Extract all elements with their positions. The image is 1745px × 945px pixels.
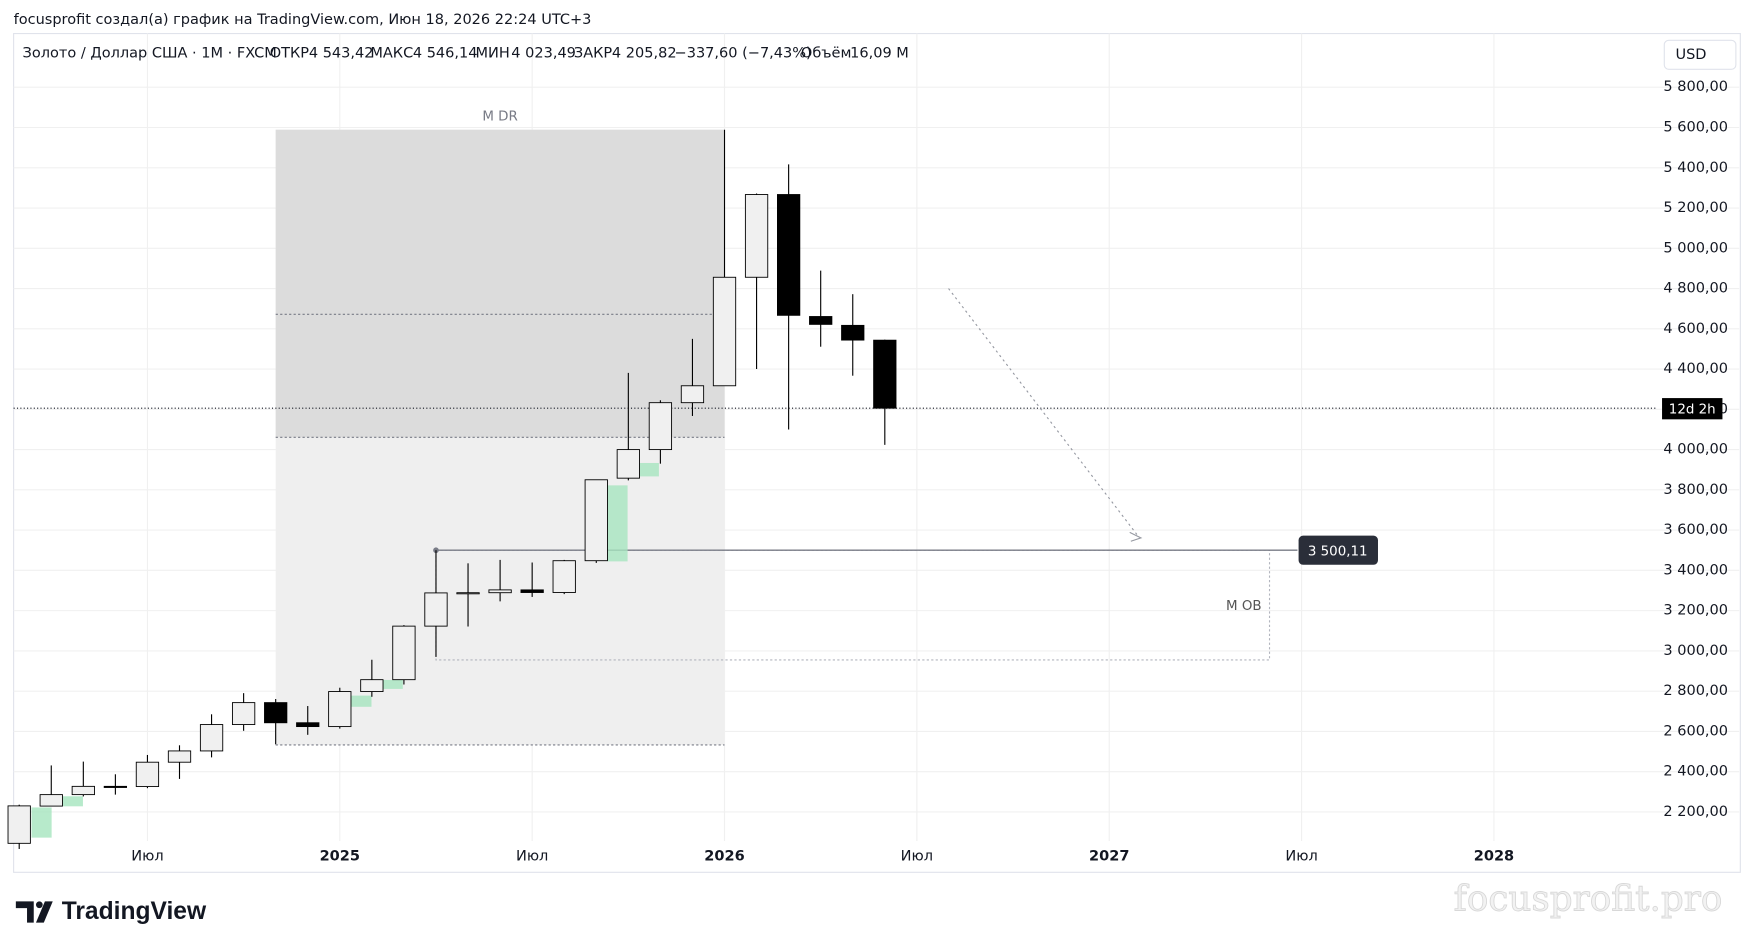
ob-anchor (433, 547, 439, 554)
candle-body (841, 324, 865, 341)
level-tag (1298, 535, 1378, 565)
change: −337,60 (−7,43%) (675, 46, 812, 62)
y-tick-label: 3 400,00 (1663, 562, 1728, 578)
countdown-label: 12d 2h (1669, 402, 1716, 417)
low-label: МИН (475, 46, 509, 62)
candle-body (873, 339, 897, 409)
fvg (638, 462, 659, 477)
candle-body (39, 794, 63, 807)
level-tag-label: 3 500,11 (1308, 544, 1368, 559)
low-value: 4 023,49 (511, 46, 576, 62)
y-tick-label: 5 400,00 (1663, 160, 1728, 176)
author-line: focusprofit создал(а) график на TradingV… (14, 12, 592, 28)
zone-label: M OB (1226, 599, 1262, 614)
y-tick-label: 3 000,00 (1663, 643, 1728, 659)
open-value: 4 543,42 (309, 46, 374, 62)
x-tick-label: Июл (131, 849, 163, 865)
axes: 2 200,00 2 400,00 2 600,00 2 800,00 3 000,00… (131, 79, 1728, 864)
candle-body (488, 589, 512, 594)
chart-frame (13, 32, 1741, 873)
x-tick-label: 2026 (704, 849, 744, 865)
y-tick-label: 4 000,00 (1663, 442, 1728, 458)
currency-button[interactable] (1663, 39, 1737, 70)
candle-body (231, 702, 256, 726)
legend: Золото / Доллар США · 1M · FXCM ОТКР 4 5… (23, 46, 909, 62)
x-tick-label: Июл (901, 849, 933, 865)
candle-body (7, 805, 31, 844)
x-tick-label: 2028 (1474, 849, 1514, 865)
candle-body (264, 702, 288, 724)
candle-body (552, 560, 576, 593)
candle-body (103, 785, 128, 788)
candle-body (584, 479, 608, 562)
fvg (31, 807, 52, 838)
y-tick-label: 3 800,00 (1663, 482, 1728, 498)
y-tick-label: 3 600,00 (1663, 522, 1728, 538)
y-tick-label: 4 400,00 (1663, 361, 1728, 377)
candle-body (744, 194, 769, 278)
candle-body (199, 724, 224, 752)
candle-body (712, 276, 737, 387)
candles (7, 129, 897, 849)
arrow-head (1129, 531, 1143, 542)
open-label: ОТКР (270, 46, 310, 62)
candle-body (777, 194, 801, 316)
zone-dr-inner (275, 129, 725, 438)
close-label: ЗАКР (574, 46, 613, 62)
close-value: 4 205,82 (612, 46, 677, 62)
candle-body (809, 316, 833, 325)
symbol: Золото / Доллар США · 1M · FXCM (23, 46, 277, 62)
candle-body (71, 785, 95, 796)
candle-body (135, 761, 160, 788)
y-tick-label: 5 600,00 (1663, 119, 1728, 135)
candle-body (520, 589, 544, 593)
y-tick-label: 5 200,00 (1663, 200, 1728, 216)
y-tick-label: 2 200,00 (1663, 804, 1728, 820)
y-tick-label: 2 400,00 (1663, 764, 1728, 780)
y-tick-label: 2 800,00 (1663, 683, 1728, 699)
x-tick-label: Июл (516, 849, 548, 865)
x-tick-label: 2025 (320, 849, 360, 865)
volume-label: Объём (801, 46, 852, 62)
currency-label[interactable]: USD (1675, 47, 1706, 63)
y-tick-label: 4 800,00 (1663, 281, 1728, 297)
high-label: МАКС (370, 46, 413, 62)
candle-body (616, 449, 640, 479)
candle-body (328, 691, 352, 728)
candle-body (648, 402, 673, 451)
fvg (351, 695, 372, 707)
logo-text: TradingView (62, 898, 207, 925)
candle-body (456, 592, 480, 595)
fvg (607, 485, 628, 562)
countdown-tag (1662, 398, 1723, 420)
y-tick-label: 4 600,00 (1663, 321, 1728, 337)
zone-label: M DR (482, 109, 517, 124)
candle-body (296, 722, 320, 728)
projection-arrow (948, 288, 1140, 538)
candle-body (392, 625, 416, 681)
volume-value: 16,09 M (850, 46, 909, 62)
y-tick-label: 5 000,00 (1663, 240, 1728, 256)
candle-body (360, 679, 384, 692)
logo-mark (35, 901, 53, 923)
logo: TradingView (15, 898, 207, 925)
watermark: focusprofit.pro (1454, 878, 1723, 919)
fvg (62, 796, 83, 807)
x-tick-label: Июл (1285, 849, 1317, 865)
fvg (382, 679, 403, 689)
candle-body (167, 750, 192, 763)
x-tick-label: 2027 (1089, 849, 1129, 865)
logo-dot (35, 901, 43, 909)
candle-body (680, 385, 705, 404)
y-tick-label: 2 600,00 (1663, 723, 1728, 739)
y-tick-label: 5 800,00 (1663, 79, 1728, 95)
y-tick-label: 3 200,00 (1663, 603, 1728, 619)
fvg-highlights (31, 462, 659, 838)
logo-mark (15, 901, 34, 923)
high-value: 4 546,14 (413, 46, 478, 62)
candle-body (424, 592, 448, 627)
